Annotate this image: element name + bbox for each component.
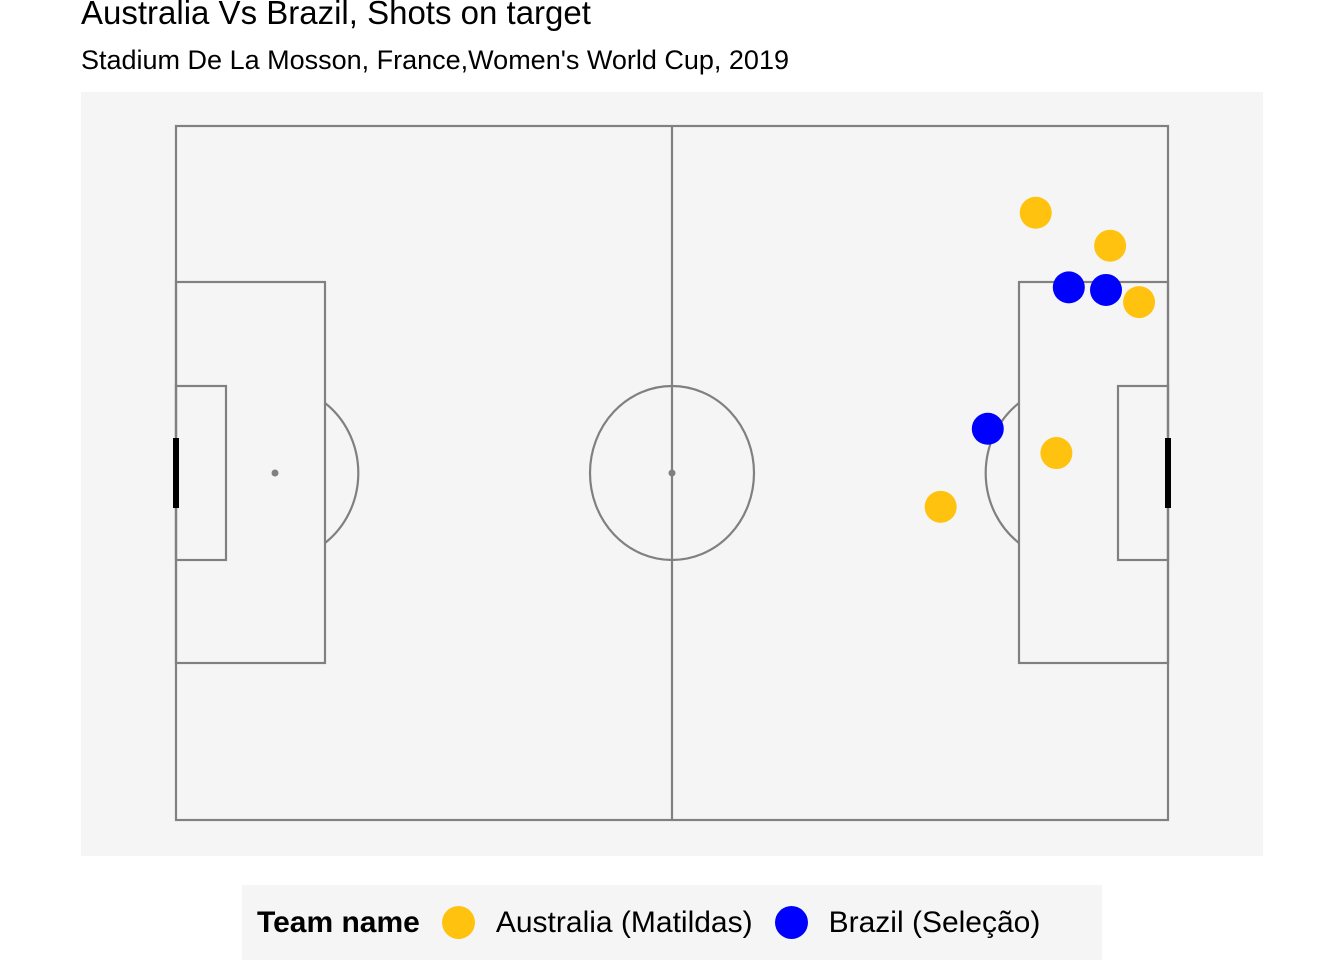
left-penalty-arc xyxy=(324,402,360,544)
right-six-yard-box xyxy=(1116,384,1170,562)
centre-circle xyxy=(588,384,756,562)
chart-subtitle: Stadium De La Mosson, France,Women's Wor… xyxy=(81,45,789,75)
legend-key-australia xyxy=(441,906,475,939)
legend-label-brazil: Brazil (Seleção) xyxy=(828,905,1041,939)
right-penalty-box xyxy=(1017,280,1170,665)
shot-point-australia-1 xyxy=(1019,196,1052,229)
centre-spot xyxy=(668,469,676,477)
shot-point-brazil-3 xyxy=(971,412,1004,445)
shot-point-brazil-2 xyxy=(1090,273,1122,306)
left-six-yard-box xyxy=(174,384,228,562)
shot-points xyxy=(924,196,1156,523)
legend-title: Team name xyxy=(257,905,420,939)
shot-point-australia-2 xyxy=(1094,229,1127,262)
legend-key-brazil xyxy=(774,906,808,939)
chart-title: Australia Vs Brazil, Shots on target xyxy=(81,0,591,31)
legend-item-brazil: Brazil (Seleção) xyxy=(774,905,1041,940)
left-penalty-spot xyxy=(271,469,279,477)
shot-point-australia-5 xyxy=(924,490,957,523)
shot-point-australia-4 xyxy=(1040,437,1073,470)
legend-label-australia: Australia (Matildas) xyxy=(495,905,753,939)
pitch xyxy=(173,124,1171,822)
legend: Team name Australia (Matildas) Brazil (S… xyxy=(242,885,1102,960)
left-penalty-box xyxy=(174,280,327,665)
shot-point-australia-3 xyxy=(1123,286,1156,319)
right-penalty-arc xyxy=(984,402,1020,544)
legend-item-australia: Australia (Matildas) xyxy=(441,905,753,940)
plot-panel xyxy=(81,92,1263,856)
shot-point-brazil-1 xyxy=(1052,271,1085,304)
